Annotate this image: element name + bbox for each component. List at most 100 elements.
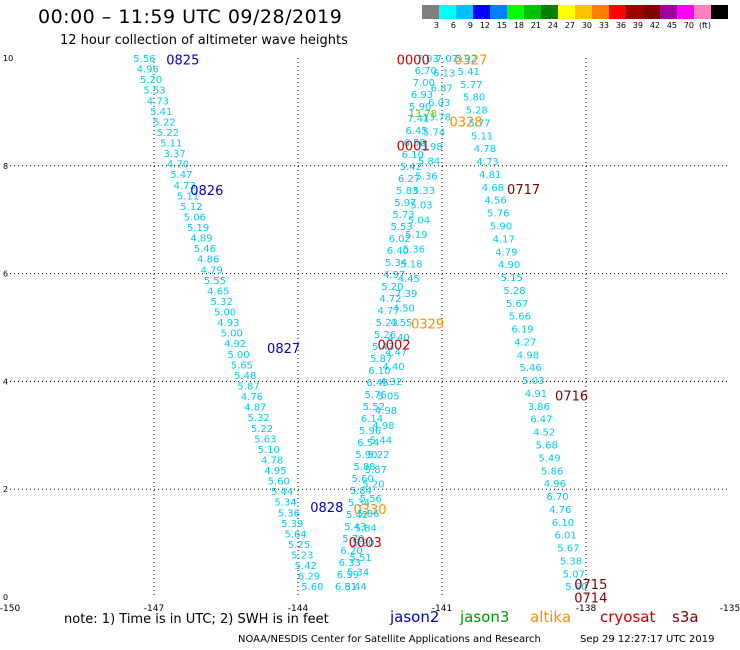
- swh-value: 6.14: [361, 414, 383, 425]
- swh-value: 5.03: [410, 201, 432, 212]
- legend-swatch: [439, 5, 456, 19]
- swh-value: 4.87: [244, 403, 266, 414]
- legend-label: 30: [581, 21, 592, 30]
- swh-value: 6.27: [398, 174, 420, 185]
- time-label-cryosat: 0002: [377, 339, 410, 354]
- swh-value: 5.87: [365, 465, 387, 476]
- swh-value: 5.20: [140, 75, 162, 86]
- time-label-cryosat: 0000: [397, 54, 430, 69]
- swh-value: 6.02: [389, 234, 411, 245]
- legend-swatch: [575, 5, 592, 19]
- mission-altika: altika: [530, 608, 572, 626]
- swh-value: 5.42: [346, 510, 368, 521]
- swh-value: 5.11: [177, 191, 199, 202]
- swh-value: 4.32: [380, 377, 402, 388]
- swh-value: 4.95: [264, 466, 286, 477]
- swh-value: 5.76: [365, 390, 387, 401]
- legend-swatch: [592, 5, 609, 19]
- swh-value: 5.43: [372, 342, 394, 353]
- swh-value: 6.10: [552, 518, 574, 529]
- x-tick-label: -144: [288, 604, 309, 614]
- swh-value: 5.28: [466, 106, 488, 117]
- swh-value: 7.41: [407, 114, 429, 125]
- swh-value: 7.03: [416, 54, 438, 65]
- swh-value: 6.45: [366, 378, 388, 389]
- mission-jason3: jason3: [460, 608, 510, 626]
- swh-value: 5.05: [377, 391, 399, 402]
- swh-value: 5.36: [278, 508, 300, 519]
- swh-value: 5.67: [557, 544, 579, 555]
- swh-value: 5.92: [455, 54, 477, 65]
- time-label-altika: 0328: [449, 116, 482, 131]
- swh-value: 5.36: [415, 171, 437, 182]
- swh-value: 6.93: [411, 90, 433, 101]
- swh-value: 7.39: [395, 289, 417, 300]
- swh-value: 5.56: [133, 54, 155, 65]
- chart-subtitle: 12 hour collection of altimeter wave hei…: [60, 33, 348, 48]
- time-label-cryosat: 0003: [349, 536, 382, 551]
- swh-value: 5.46: [519, 363, 541, 374]
- swh-value: 4.78: [261, 455, 283, 466]
- legend-label: 9: [467, 21, 473, 30]
- swh-value: 4.68: [482, 183, 504, 194]
- swh-value: 4.52: [533, 428, 555, 439]
- time-label-jason2: 0828: [310, 501, 343, 516]
- legend-label: 42: [649, 21, 660, 30]
- swh-value: 6.20: [340, 546, 362, 557]
- swh-value: 5.97: [394, 198, 416, 209]
- swh-value: 4.97: [383, 270, 405, 281]
- swh-value: 4.98: [372, 421, 394, 432]
- swh-value: 5.44: [271, 487, 293, 498]
- swh-value: 5.32: [211, 297, 233, 308]
- swh-value: 5.47: [170, 170, 192, 181]
- swh-value: 5.44: [370, 435, 392, 446]
- swh-value: 6.19: [511, 325, 533, 336]
- swh-value: 4.93: [217, 318, 239, 329]
- time-label-s3a: 0715: [574, 578, 607, 593]
- swh-value: 4.86: [197, 255, 219, 266]
- legend-label: 39: [632, 21, 643, 30]
- y-tick-label: 8: [3, 162, 8, 171]
- swh-value: 5.43: [344, 522, 366, 533]
- swh-value: 4.17: [493, 234, 515, 245]
- swh-value: 5.38: [560, 556, 582, 567]
- legend-swatch: [422, 5, 439, 19]
- swh-value: 6.81: [335, 582, 357, 593]
- swh-value: 7.00: [413, 78, 435, 89]
- swh-value: 4.90: [498, 260, 520, 271]
- swh-value: 5.36: [403, 245, 425, 256]
- swh-value: 5.19: [187, 223, 209, 234]
- legend-swatches: [422, 5, 728, 19]
- swh-value: 5.55: [204, 276, 226, 287]
- swh-value: 5.20: [352, 538, 374, 549]
- legend-labels: 3 6 9 12 15 18 21 24 27 30 33 36 39 42 45 70 (ft): [422, 21, 728, 30]
- swh-value: 5.90: [409, 102, 431, 113]
- swh-value: 6.10: [402, 150, 424, 161]
- swh-value: 4.77: [378, 306, 400, 317]
- swh-value: 5.66: [509, 312, 531, 323]
- swh-value: 5.67: [506, 299, 528, 310]
- swh-value: 6.45: [405, 126, 427, 137]
- swh-value: 4.27: [514, 337, 536, 348]
- swh-value: 5.34: [347, 568, 369, 579]
- legend-swatch: [558, 5, 575, 19]
- swh-value: 5.20: [362, 480, 384, 491]
- swh-value: 4.96: [544, 479, 566, 490]
- legend-label: 36: [615, 21, 626, 30]
- mission-s3a: s3a: [672, 608, 699, 626]
- swh-value: 5.53: [143, 86, 165, 97]
- swh-value: 5.53: [391, 222, 413, 233]
- y-tick-label: 4: [3, 377, 8, 386]
- swh-value: 13.78: [422, 113, 451, 124]
- swh-value: 5.22: [251, 424, 273, 435]
- swh-value: 5.90: [490, 221, 512, 232]
- legend-swatch: [490, 5, 507, 19]
- swh-value: 6.56: [403, 138, 425, 149]
- swh-value: 6.87: [431, 83, 453, 94]
- swh-value: 4.47: [385, 347, 407, 358]
- swh-value: 5.00: [227, 350, 249, 361]
- time-label-altika: 0329: [411, 318, 444, 333]
- swh-value: 6.03: [428, 98, 450, 109]
- swh-value: 5.22: [153, 117, 175, 128]
- swh-value: 6.40: [387, 246, 409, 257]
